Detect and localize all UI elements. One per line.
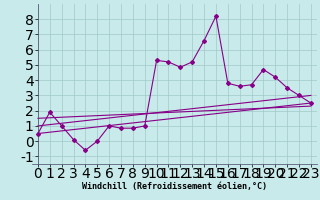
X-axis label: Windchill (Refroidissement éolien,°C): Windchill (Refroidissement éolien,°C) [82,182,267,191]
